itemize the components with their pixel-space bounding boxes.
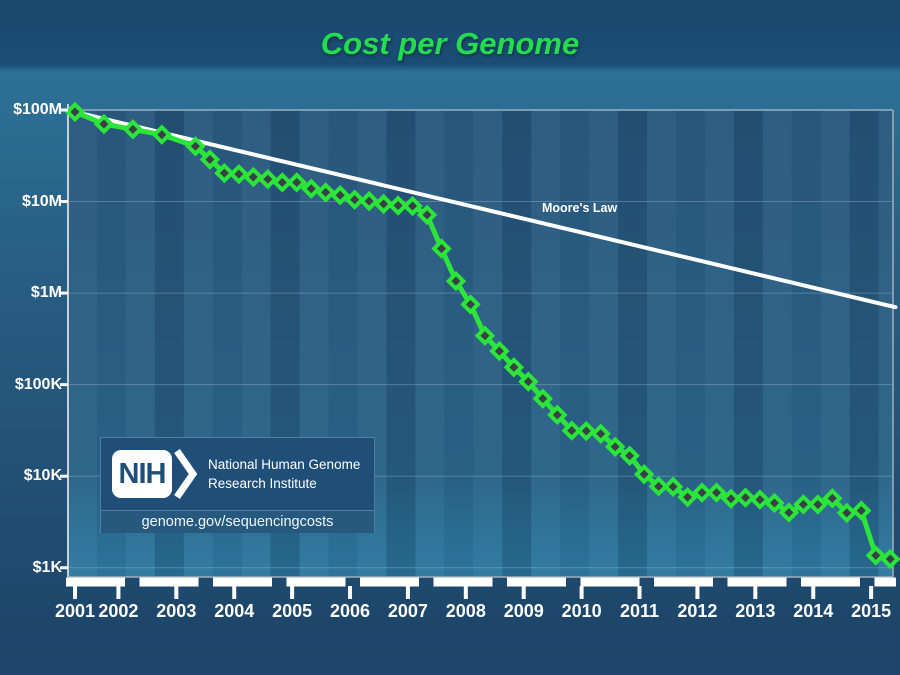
y-axis-label: $100K [14,375,62,393]
data-point-marker [214,162,235,184]
data-point-marker [677,486,698,508]
data-point-marker [648,476,669,497]
x-axis-label: 2001 [54,601,96,621]
x-axis-label: 2005 [272,601,313,621]
data-point-marker [286,172,307,193]
data-point-marker [199,149,221,170]
x-axis-label: 2004 [214,601,255,621]
data-point-marker [315,182,336,203]
data-point-marker [460,294,481,315]
y-axis-label: $1K [32,558,62,576]
data-point-marker [590,423,611,444]
x-axis-label: 2002 [98,601,139,621]
nhgri-org-name: National Human Genome Research Institute [208,455,360,493]
x-axis-label: 2009 [503,601,544,621]
x-axis-label: 2015 [851,601,892,621]
data-point-marker [880,548,900,570]
data-point-marker [518,371,539,392]
data-point-markers [64,101,900,570]
y-axis-tick-stubs [60,108,68,570]
data-point-marker [344,189,365,210]
data-point-marker [706,482,727,503]
y-axis-label: $10K [23,467,62,485]
y-axis-label: $10M [21,192,62,210]
data-point-marker [122,119,144,140]
data-point-marker [402,195,423,217]
data-point-marker [301,178,322,199]
x-axis-label: 2006 [329,601,371,621]
data-point-marker [619,445,640,466]
x-axis-tick-stubs [73,586,874,599]
data-point-marker [489,340,510,362]
data-point-marker [778,502,800,523]
data-point-marker [633,464,655,485]
nih-logo: NIH [112,449,198,499]
data-point-marker [474,325,496,346]
data-point-marker [329,185,351,206]
nhgri-url: genome.gov/sequencingcosts [101,510,374,533]
data-point-marker [576,420,597,442]
slide-title: Cost per Genome [320,26,580,61]
data-point-marker [865,545,886,566]
nih-chevron-icon [174,449,198,499]
data-point-marker [243,166,264,188]
x-axis-label: 2010 [561,601,602,621]
data-point-marker [822,488,843,509]
y-axis-label: $100M [13,101,62,118]
data-point-marker [561,420,582,441]
data-point-marker [228,163,250,185]
x-axis-label: 2014 [793,601,834,621]
x-axis-label: 2011 [619,601,660,621]
x-axis-label: 2008 [445,601,486,621]
nhgri-org-line2: Research Institute [208,476,317,491]
data-point-marker [445,270,467,292]
x-axis-label: 2007 [387,601,428,621]
data-point-marker [735,487,756,508]
data-point-marker [605,436,626,457]
data-point-marker [257,169,278,190]
data-point-marker [532,388,554,409]
data-point-marker [662,476,684,497]
data-point-marker [272,172,293,193]
x-axis-label: 2003 [156,601,197,621]
nhgri-logo-main: NIH National Human Genome Research Insti… [101,438,374,510]
data-point-marker [151,124,173,145]
nih-logo-acronym: NIH [112,450,172,498]
data-point-marker [416,204,438,226]
nhgri-logo-box: NIH National Human Genome Research Insti… [100,437,375,533]
x-axis-label: 2012 [677,601,718,621]
data-point-marker [373,193,394,215]
data-point-marker [807,494,829,515]
data-point-marker [431,238,452,259]
data-point-marker [503,357,525,378]
data-point-marker [836,502,857,524]
data-point-marker [387,195,409,216]
moores-law-label: Moore's Law [542,201,618,215]
data-point-marker [358,190,380,212]
moores-law-line [73,109,898,310]
data-point-marker [185,136,206,157]
y-axis-label: $1M [30,284,62,302]
data-point-marker [691,482,713,503]
data-point-marker [793,494,814,515]
x-axis-label: 2013 [735,601,776,621]
data-point-marker [93,113,115,135]
data-point-marker [64,101,86,123]
data-point-marker [851,500,872,521]
data-point-marker [764,492,785,514]
nhgri-org-line1: National Human Genome [208,457,361,472]
data-point-marker [720,488,742,509]
data-point-marker [547,404,568,426]
data-point-marker [749,489,771,510]
